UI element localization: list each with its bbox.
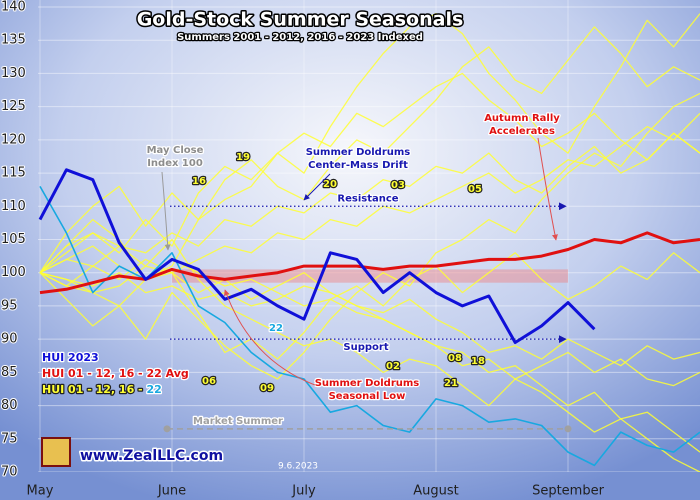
reference-end <box>564 425 572 433</box>
legend-text: HUI 01 - 12, 16 - <box>42 383 146 396</box>
series-label: 19 <box>236 152 250 163</box>
x-tick-label: June <box>157 484 186 499</box>
annotation: Summer Doldrums <box>306 147 411 158</box>
series-line <box>38 168 596 344</box>
logo-icon <box>41 437 71 467</box>
source: www.ZealLLC.com <box>80 448 223 464</box>
annotation: Summer Doldrums <box>315 378 420 389</box>
y-tick-label: 80 <box>1 398 18 413</box>
y-tick-label: 85 <box>1 365 18 380</box>
reference-label: Resistance <box>337 193 398 204</box>
annotation: Autumn Rally <box>484 113 560 124</box>
y-tick-label: 100 <box>1 265 26 280</box>
y-tick-label: 75 <box>1 431 18 446</box>
annotation-arrow <box>161 171 171 251</box>
y-tick-label: 120 <box>1 132 26 147</box>
annotation: Center-Mass Drift <box>308 160 408 171</box>
y-tick-label: 140 <box>1 0 26 15</box>
legend-text: 22 <box>146 383 161 396</box>
series-label: 02 <box>386 361 400 372</box>
year-line <box>39 272 700 367</box>
y-tick-label: 105 <box>1 232 26 247</box>
series-label: 03 <box>391 180 405 191</box>
legend-entry: HUI 2023 <box>42 351 99 364</box>
y-tick-label: 110 <box>1 199 26 214</box>
chart-title: Gold-Stock Summer Seasonals <box>137 9 464 31</box>
annotation: Index 100 <box>147 158 203 169</box>
series-label: 09 <box>260 383 274 394</box>
plot-area <box>38 0 700 472</box>
legend-entry: HUI 01 - 12, 16 - 22 <box>42 383 162 396</box>
overlay: Gold-Stock Summer Seasonals Summers 2001… <box>0 0 605 499</box>
y-tick-label: 115 <box>1 166 26 181</box>
chart-subtitle: Summers 2001 - 2012, 2016 - 2023 Indexed <box>177 32 423 43</box>
date: 9.6.2023 <box>278 462 318 472</box>
x-tick-label: July <box>291 484 316 499</box>
reference-end <box>163 425 171 433</box>
series-label: 21 <box>444 378 458 389</box>
year-line <box>39 112 700 294</box>
year-line <box>39 132 700 274</box>
series-label: 22 <box>269 323 283 334</box>
annotation-arrow <box>303 173 331 201</box>
annotation-arrow <box>223 289 316 386</box>
year-line <box>39 12 700 274</box>
reference-label: Support <box>343 342 388 353</box>
y-tick-label: 135 <box>1 33 26 48</box>
y-tick-label: 95 <box>1 298 18 313</box>
y-tick-label: 70 <box>1 465 18 480</box>
y-tick-label: 130 <box>1 66 26 81</box>
x-tick-label: September <box>532 484 605 499</box>
y-tick-label: 90 <box>1 332 18 347</box>
legend-entry: HUI 01 - 12, 16 - 22 Avg <box>42 367 189 380</box>
annotation: Seasonal Low <box>329 391 406 402</box>
year-line <box>39 72 700 274</box>
y-tick-label: 125 <box>1 99 26 114</box>
x-tick-label: August <box>413 484 459 499</box>
series-label: 06 <box>202 376 216 387</box>
series-label: 20 <box>323 179 337 190</box>
annotation: Accelerates <box>489 126 555 137</box>
x-tick-label: May <box>27 484 54 499</box>
series-label: 16 <box>192 176 206 187</box>
year-line <box>39 92 700 380</box>
series-label: 05 <box>468 184 482 195</box>
annotation-arrow <box>537 137 558 241</box>
series-label: 08 <box>448 353 462 364</box>
annotation: May Close <box>147 145 204 156</box>
series-label: 18 <box>471 356 485 367</box>
year-line <box>39 258 700 453</box>
reference-label: Market Summer <box>193 416 283 427</box>
